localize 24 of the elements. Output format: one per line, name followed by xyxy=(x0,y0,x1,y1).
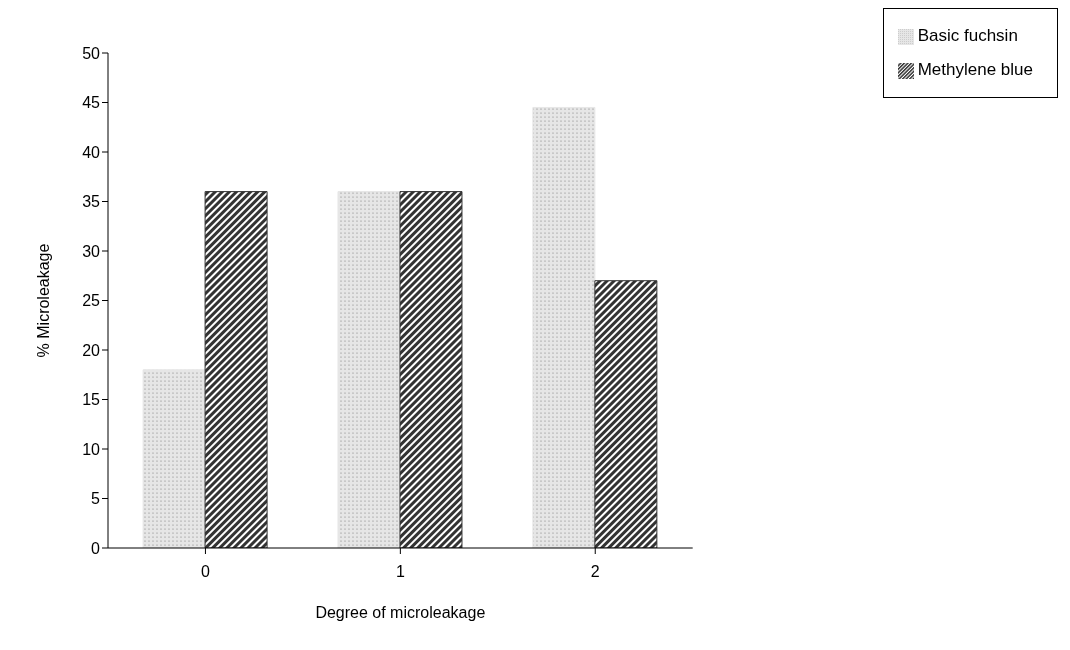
y-tick-label: 30 xyxy=(82,242,101,260)
bar xyxy=(337,191,401,548)
x-tick-label: 2 xyxy=(590,563,600,581)
y-tick-label: 35 xyxy=(82,193,101,211)
bar xyxy=(142,369,206,548)
bar xyxy=(204,191,268,548)
bar xyxy=(532,106,596,548)
x-tick-label: 0 xyxy=(200,563,210,581)
y-tick-label: 45 xyxy=(82,94,101,112)
y-tick-label: 25 xyxy=(82,292,101,310)
legend-label: Basic fuchsin xyxy=(917,26,1018,45)
bar xyxy=(594,280,658,548)
y-tick-label: 0 xyxy=(91,539,101,557)
x-tick-label: 1 xyxy=(395,563,405,581)
x-axis-title: Degree of microleakage xyxy=(315,604,486,621)
y-tick-label: 40 xyxy=(82,143,101,161)
y-tick-label: 15 xyxy=(82,391,101,409)
legend-label: Methylene blue xyxy=(917,60,1033,79)
y-axis-title: % Microleakage xyxy=(34,243,52,358)
y-tick-label: 50 xyxy=(82,44,101,62)
y-tick-label: 20 xyxy=(82,341,101,359)
y-tick-label: 5 xyxy=(91,490,101,508)
bar xyxy=(399,191,463,548)
y-tick-label: 10 xyxy=(82,440,101,458)
